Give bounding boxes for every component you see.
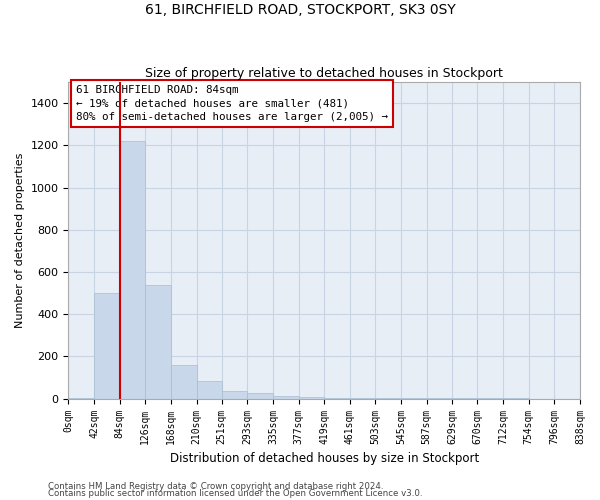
Bar	[247, 394, 273, 398]
Bar	[145, 284, 171, 399]
Text: Contains HM Land Registry data © Crown copyright and database right 2024.: Contains HM Land Registry data © Crown c…	[48, 482, 383, 491]
Bar	[197, 381, 221, 398]
Text: 61, BIRCHFIELD ROAD, STOCKPORT, SK3 0SY: 61, BIRCHFIELD ROAD, STOCKPORT, SK3 0SY	[145, 2, 455, 16]
Bar	[119, 141, 145, 399]
Bar	[221, 392, 247, 398]
Bar	[94, 293, 119, 399]
Bar	[299, 396, 324, 398]
Text: 61 BIRCHFIELD ROAD: 84sqm
← 19% of detached houses are smaller (481)
80% of semi: 61 BIRCHFIELD ROAD: 84sqm ← 19% of detac…	[76, 85, 388, 122]
X-axis label: Distribution of detached houses by size in Stockport: Distribution of detached houses by size …	[170, 452, 479, 465]
Title: Size of property relative to detached houses in Stockport: Size of property relative to detached ho…	[145, 66, 503, 80]
Bar	[273, 396, 299, 398]
Text: Contains public sector information licensed under the Open Government Licence v3: Contains public sector information licen…	[48, 489, 422, 498]
Y-axis label: Number of detached properties: Number of detached properties	[15, 152, 25, 328]
Bar	[171, 365, 197, 398]
